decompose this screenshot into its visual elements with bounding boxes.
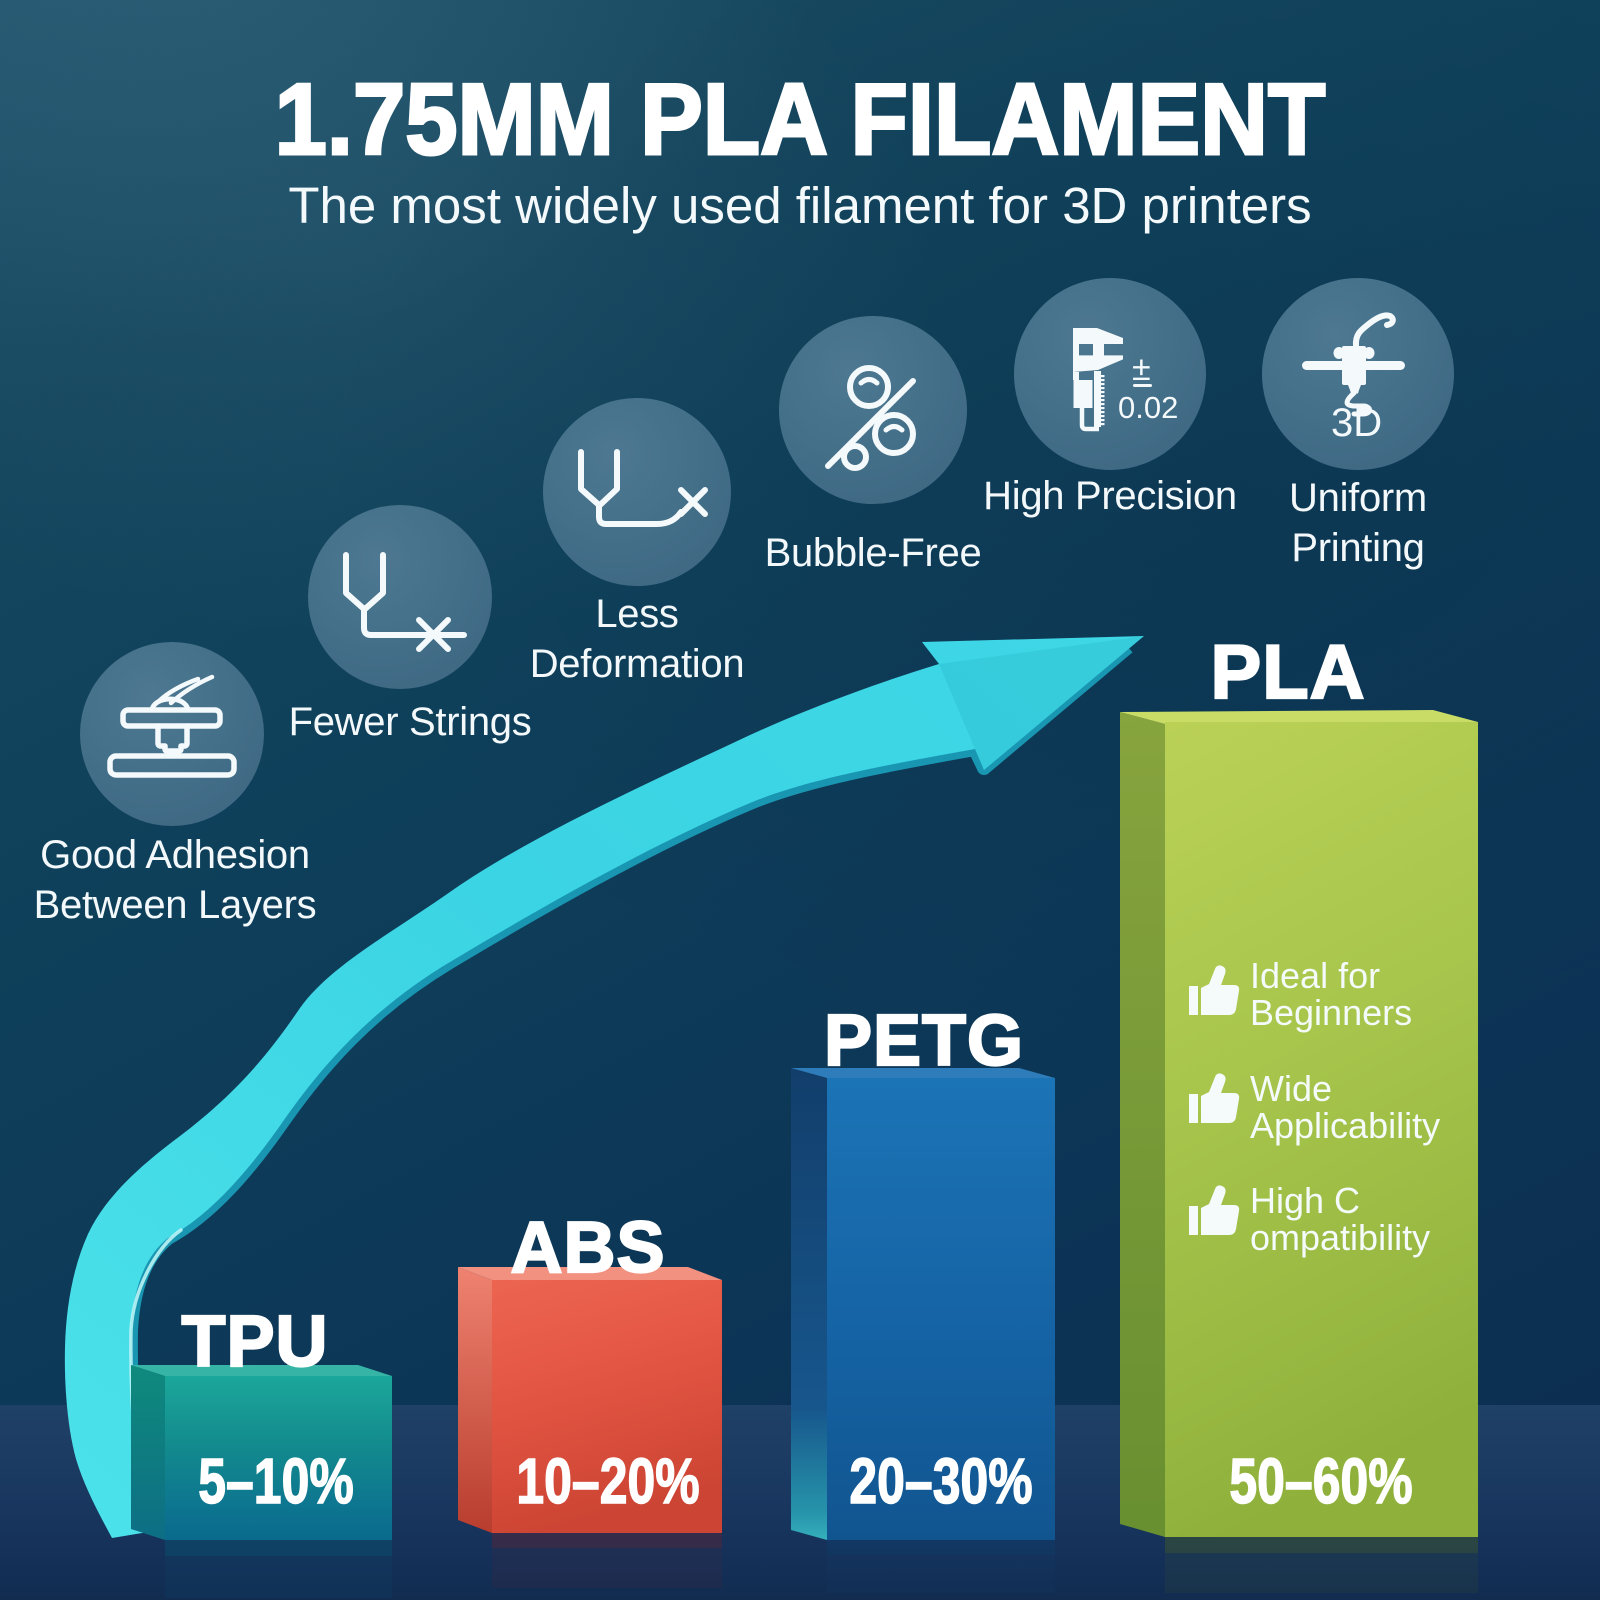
svg-text:±: ± — [1132, 350, 1151, 388]
svg-text:0.02: 0.02 — [1118, 390, 1178, 425]
svg-text:3D: 3D — [1331, 401, 1382, 445]
